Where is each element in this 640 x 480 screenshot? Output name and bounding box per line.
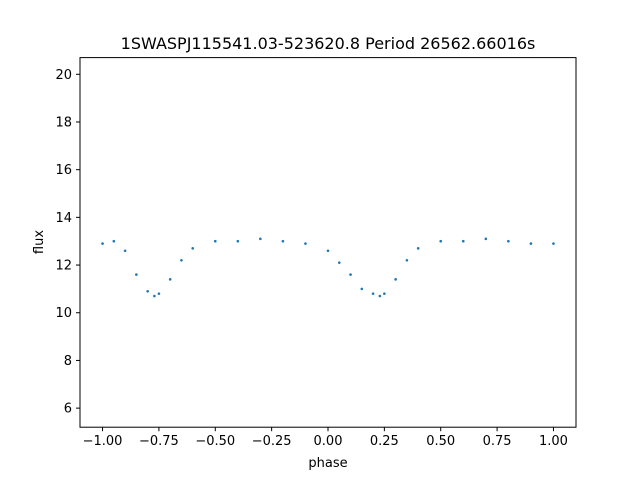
x-tick-label: −0.75 bbox=[139, 434, 179, 449]
x-axis-label: phase bbox=[308, 456, 347, 471]
data-point bbox=[157, 292, 161, 295]
data-point bbox=[281, 239, 285, 243]
data-point bbox=[146, 289, 149, 293]
y-tick-label: 14 bbox=[55, 211, 72, 226]
data-point bbox=[135, 273, 138, 276]
data-point bbox=[405, 258, 409, 262]
data-point bbox=[213, 239, 217, 243]
data-point bbox=[123, 249, 127, 253]
data-point bbox=[168, 278, 172, 281]
data-point bbox=[416, 247, 420, 250]
data-point bbox=[180, 258, 183, 262]
x-tick-label: −0.50 bbox=[195, 434, 235, 449]
y-tick-label: 10 bbox=[55, 306, 72, 321]
chart-title: 1SWASPJ115541.03-523620.8 Period 26562.6… bbox=[121, 34, 536, 53]
data-point bbox=[529, 242, 533, 245]
x-tick-label: 0.00 bbox=[314, 434, 343, 449]
x-axis-ticks: −1.00 −0.75 −0.50 −0.25 0.00 0.25 0.50 0.75 1.00 bbox=[83, 427, 568, 449]
data-point bbox=[191, 247, 195, 250]
x-tick-label: −0.25 bbox=[252, 434, 292, 449]
x-tick-label: 1.00 bbox=[539, 434, 568, 449]
data-point bbox=[236, 239, 240, 243]
data-point bbox=[153, 294, 156, 298]
x-tick-label: −1.00 bbox=[83, 434, 123, 449]
y-tick-label: 6 bbox=[64, 402, 72, 417]
data-point bbox=[378, 294, 382, 298]
y-tick-label: 8 bbox=[64, 354, 72, 369]
x-tick-label: 0.50 bbox=[426, 434, 455, 449]
y-tick-label: 12 bbox=[55, 259, 72, 274]
y-axis-label: flux bbox=[32, 230, 47, 254]
y-tick-label: 16 bbox=[55, 163, 72, 178]
data-point bbox=[326, 249, 330, 253]
data-point bbox=[394, 278, 397, 281]
y-axis-ticks: 6 8 10 12 14 16 18 20 bbox=[55, 68, 80, 417]
data-point bbox=[371, 292, 375, 295]
data-point bbox=[349, 273, 352, 276]
data-point bbox=[259, 237, 262, 241]
y-tick-label: 18 bbox=[55, 115, 72, 130]
data-points-layer bbox=[101, 237, 555, 298]
data-point bbox=[304, 242, 307, 245]
data-point bbox=[101, 242, 104, 245]
data-point bbox=[484, 237, 488, 241]
data-point bbox=[360, 287, 364, 291]
x-tick-label: 0.25 bbox=[370, 434, 399, 449]
x-tick-label: 0.75 bbox=[483, 434, 512, 449]
data-point bbox=[383, 292, 386, 295]
data-point bbox=[552, 242, 555, 245]
y-tick-label: 20 bbox=[55, 68, 72, 83]
data-point bbox=[112, 239, 116, 243]
data-point bbox=[337, 261, 341, 264]
data-point bbox=[439, 239, 443, 243]
data-point bbox=[507, 239, 510, 243]
data-point bbox=[461, 239, 465, 243]
